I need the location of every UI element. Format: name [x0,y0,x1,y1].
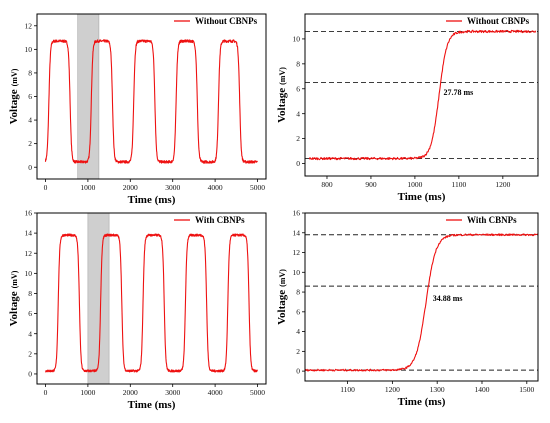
y-axis-label: Voltage (mV) [8,68,20,124]
series-line [45,233,259,373]
x-tick-label: 2000 [123,183,138,192]
legend-label: With CBNPs [195,215,245,225]
x-tick-label: 4000 [208,388,223,397]
y-axis-unit: (mV) [278,269,287,287]
series-line [308,29,537,161]
x-tick-label: 1100 [452,180,467,189]
x-tick-label: 3000 [165,183,180,192]
y-tick-label: 0 [28,370,32,379]
x-tick-label: 1000 [407,180,422,189]
series-line [44,39,258,164]
y-tick-label: 10 [293,268,301,277]
y-axis-label-text: Voltage [8,291,20,326]
highlight-band [77,13,100,180]
y-tick-label: 12 [25,21,33,30]
x-tick-label: 1500 [519,385,534,394]
legend-label: Without CBNPs [195,16,258,26]
y-tick-label: 4 [28,116,32,125]
x-tick-label: 4000 [208,183,223,192]
y-tick-label: 8 [296,59,300,68]
y-tick-label: 12 [25,249,33,258]
y-tick-label: 8 [296,288,300,297]
y-tick-label: 6 [28,92,32,101]
y-tick-label: 4 [28,329,32,338]
x-axis-label: Time (ms) [128,399,176,411]
y-tick-label: 4 [296,109,300,118]
y-tick-label: 6 [28,309,32,318]
x-tick-label: 1000 [80,183,95,192]
y-tick-label: 6 [296,84,300,93]
y-axis-unit: (mV) [278,67,287,85]
chart-panel-a: 0 1000 2000 3000 4000 5000 0 2 4 6 8 10 12 Time (ms) V… [8,13,267,206]
y-tick-label: 2 [28,139,32,148]
chart-panel-d: 34.88 ms 1100 1200 1300 1400 1500 0 2 4 6 8 10 12 14 1… [276,209,539,408]
x-tick-label: 3000 [165,388,180,397]
y-tick-label: 2 [296,347,300,356]
y-tick-label: 0 [28,163,32,172]
x-tick-label: 900 [365,180,377,189]
x-tick-label: 1200 [385,385,400,394]
y-tick-label: 16 [25,209,33,218]
x-tick-label: 2000 [123,388,138,397]
annotation-label: 34.88 ms [433,294,463,303]
x-tick-label: 1400 [474,385,489,394]
y-tick-label: 10 [25,45,33,54]
y-tick-label: 10 [25,269,33,278]
y-tick-label: 4 [296,327,300,336]
y-tick-label: 12 [293,248,301,257]
x-tick-label: 1200 [495,180,510,189]
y-tick-label: 2 [28,349,32,358]
chart-panel-c: 0 1000 2000 3000 4000 5000 0 2 4 6 8 10 12 14 16 Time (… [8,209,267,411]
axes-frame [304,212,539,382]
y-axis-label: Voltage (mV) [8,270,20,326]
axes-frame [304,13,539,177]
x-tick-label: 5000 [250,183,265,192]
x-axis-label: Time (ms) [128,194,176,206]
y-axis-label-text: Voltage [8,89,20,124]
x-tick-label: 0 [44,183,48,192]
legend-label: Without CBNPs [467,16,530,26]
y-tick-label: 16 [293,209,301,218]
y-axis-label: Voltage (mV) [276,67,288,123]
legend-label: With CBNPs [467,215,517,225]
y-axis-label: Voltage (mV) [276,269,288,325]
x-tick-label: 1100 [340,385,355,394]
x-axis-label: Time (ms) [398,396,446,408]
x-tick-label: 1300 [430,385,445,394]
y-tick-label: 6 [296,307,300,316]
y-axis-unit: (mV) [10,270,19,288]
y-tick-label: 8 [28,289,32,298]
x-tick-label: 5000 [250,388,265,397]
x-tick-label: 1000 [80,388,95,397]
y-tick-label: 0 [296,159,300,168]
y-tick-label: 8 [28,69,32,78]
axes-frame [36,13,267,180]
annotation-label: 27.78 ms [443,88,473,97]
series-line [304,233,539,372]
y-tick-label: 14 [25,229,33,238]
axes-frame [36,212,267,385]
x-tick-label: 800 [321,180,333,189]
y-tick-label: 0 [296,367,300,376]
y-axis-label-text: Voltage [276,290,288,325]
y-tick-label: 2 [296,134,300,143]
chart-panel-b: 27.78 ms 800 900 1000 1100 1200 0 2 4 6 8 10 Time (m… [276,13,539,203]
x-tick-label: 0 [44,388,48,397]
y-tick-label: 14 [293,228,301,237]
y-axis-label-text: Voltage [276,88,288,123]
x-axis-label: Time (ms) [398,191,446,203]
y-axis-unit: (mV) [10,68,19,86]
y-tick-label: 10 [293,35,301,44]
